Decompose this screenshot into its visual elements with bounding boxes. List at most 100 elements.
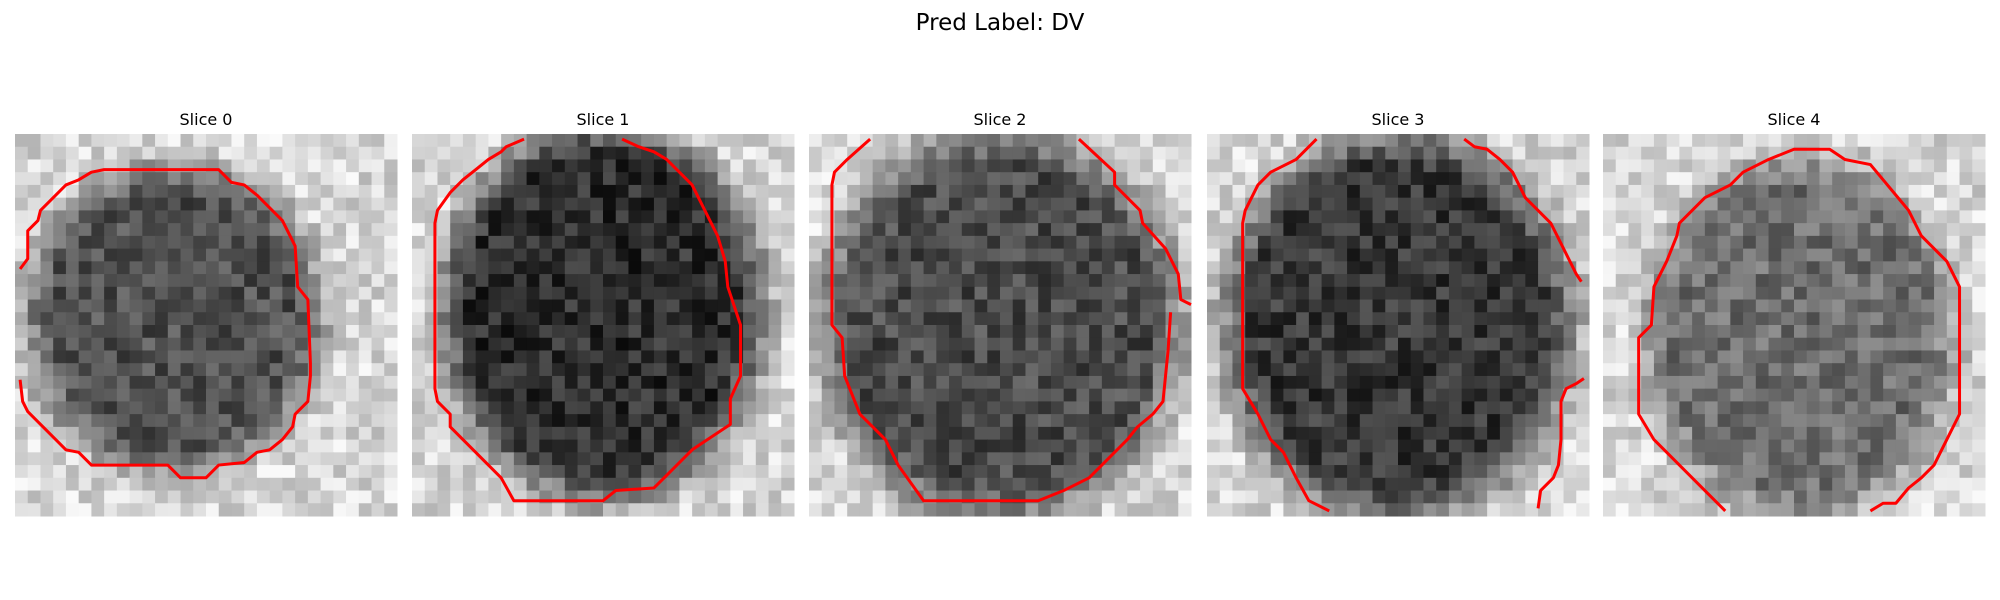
pixel <box>371 274 385 288</box>
pixel <box>384 503 398 517</box>
pixel <box>526 452 540 466</box>
pixel <box>346 159 360 173</box>
pixel <box>15 286 29 301</box>
pixel <box>1436 452 1450 466</box>
pixel <box>1474 401 1488 415</box>
pixel <box>269 477 283 492</box>
pixel <box>1063 274 1077 288</box>
pixel <box>53 325 67 339</box>
pixel <box>1436 248 1450 262</box>
pixel <box>1743 452 1757 466</box>
pixel <box>1296 248 1310 262</box>
pixel <box>307 401 322 415</box>
pixel <box>1063 363 1077 377</box>
pixel <box>1883 146 1897 160</box>
pixel <box>743 363 757 377</box>
pixel <box>743 312 757 326</box>
pixel <box>564 388 579 402</box>
pixel <box>1755 452 1770 466</box>
pixel <box>488 184 502 199</box>
pixel <box>552 375 566 390</box>
pixel <box>320 452 334 466</box>
pixel <box>1615 452 1629 466</box>
pixel <box>1127 261 1141 275</box>
pixel <box>129 184 143 199</box>
pixel <box>1178 146 1192 160</box>
pixel <box>1730 210 1744 224</box>
pixel <box>1359 274 1374 288</box>
pixel <box>320 146 334 160</box>
pixel <box>1870 426 1884 441</box>
pixel <box>1844 503 1859 517</box>
pixel <box>1628 210 1642 224</box>
pixel <box>755 452 770 466</box>
pixel <box>142 197 156 211</box>
pixel <box>1127 146 1141 160</box>
pixel <box>1615 248 1629 262</box>
pixel <box>27 439 41 453</box>
pixel <box>1012 375 1026 390</box>
pixel <box>628 503 642 517</box>
pixel <box>1972 465 1986 479</box>
pixel <box>1012 465 1026 479</box>
pixel <box>936 235 950 250</box>
pixel <box>1178 452 1192 466</box>
pixel <box>450 465 464 479</box>
pixel <box>15 210 29 224</box>
pixel <box>615 465 629 479</box>
pixel <box>872 235 886 250</box>
pixel <box>244 248 258 262</box>
pixel <box>1410 388 1424 402</box>
pixel <box>1883 299 1897 313</box>
pixel <box>501 426 515 441</box>
pixel <box>628 184 642 199</box>
pixel <box>1050 439 1065 453</box>
pixel <box>282 197 296 211</box>
pixel <box>1038 363 1052 377</box>
pixel <box>679 337 693 351</box>
pixel <box>282 261 296 275</box>
pixel <box>1819 325 1833 339</box>
pixel <box>1525 426 1539 441</box>
pixel <box>1755 426 1770 441</box>
pixel <box>717 312 731 326</box>
pixel <box>1448 452 1463 466</box>
pixel <box>1114 401 1128 415</box>
pixel <box>231 503 245 517</box>
pixel <box>949 388 963 402</box>
pixel <box>1063 197 1077 211</box>
pixel <box>1257 375 1272 390</box>
pixel <box>1385 261 1399 275</box>
pixel <box>1946 159 1961 173</box>
pixel <box>641 274 655 288</box>
pixel <box>809 134 823 148</box>
pixel <box>641 172 655 186</box>
pixel <box>1461 197 1475 211</box>
pixel <box>1178 477 1192 492</box>
pixel <box>1794 388 1808 402</box>
pixel <box>53 477 67 492</box>
pixel <box>1781 235 1795 250</box>
pixel <box>320 172 334 186</box>
pixel <box>1165 426 1179 441</box>
pixel <box>1921 299 1935 313</box>
pixel <box>1525 210 1539 224</box>
pixel <box>1512 286 1526 301</box>
pixel <box>1334 197 1348 211</box>
pixel <box>40 286 54 301</box>
pixel <box>552 134 566 148</box>
pixel <box>923 312 937 326</box>
pixel <box>1908 286 1922 301</box>
pixel <box>1296 350 1310 364</box>
pixel <box>1959 286 1973 301</box>
pixel <box>269 286 283 301</box>
pixel <box>1844 146 1859 160</box>
pixel <box>1461 184 1475 199</box>
pixel <box>717 337 731 351</box>
pixel <box>488 172 502 186</box>
pixel <box>923 146 937 160</box>
pixel <box>987 286 1001 301</box>
pixel <box>1844 477 1859 492</box>
pixel <box>1089 197 1103 211</box>
pixel <box>704 248 719 262</box>
